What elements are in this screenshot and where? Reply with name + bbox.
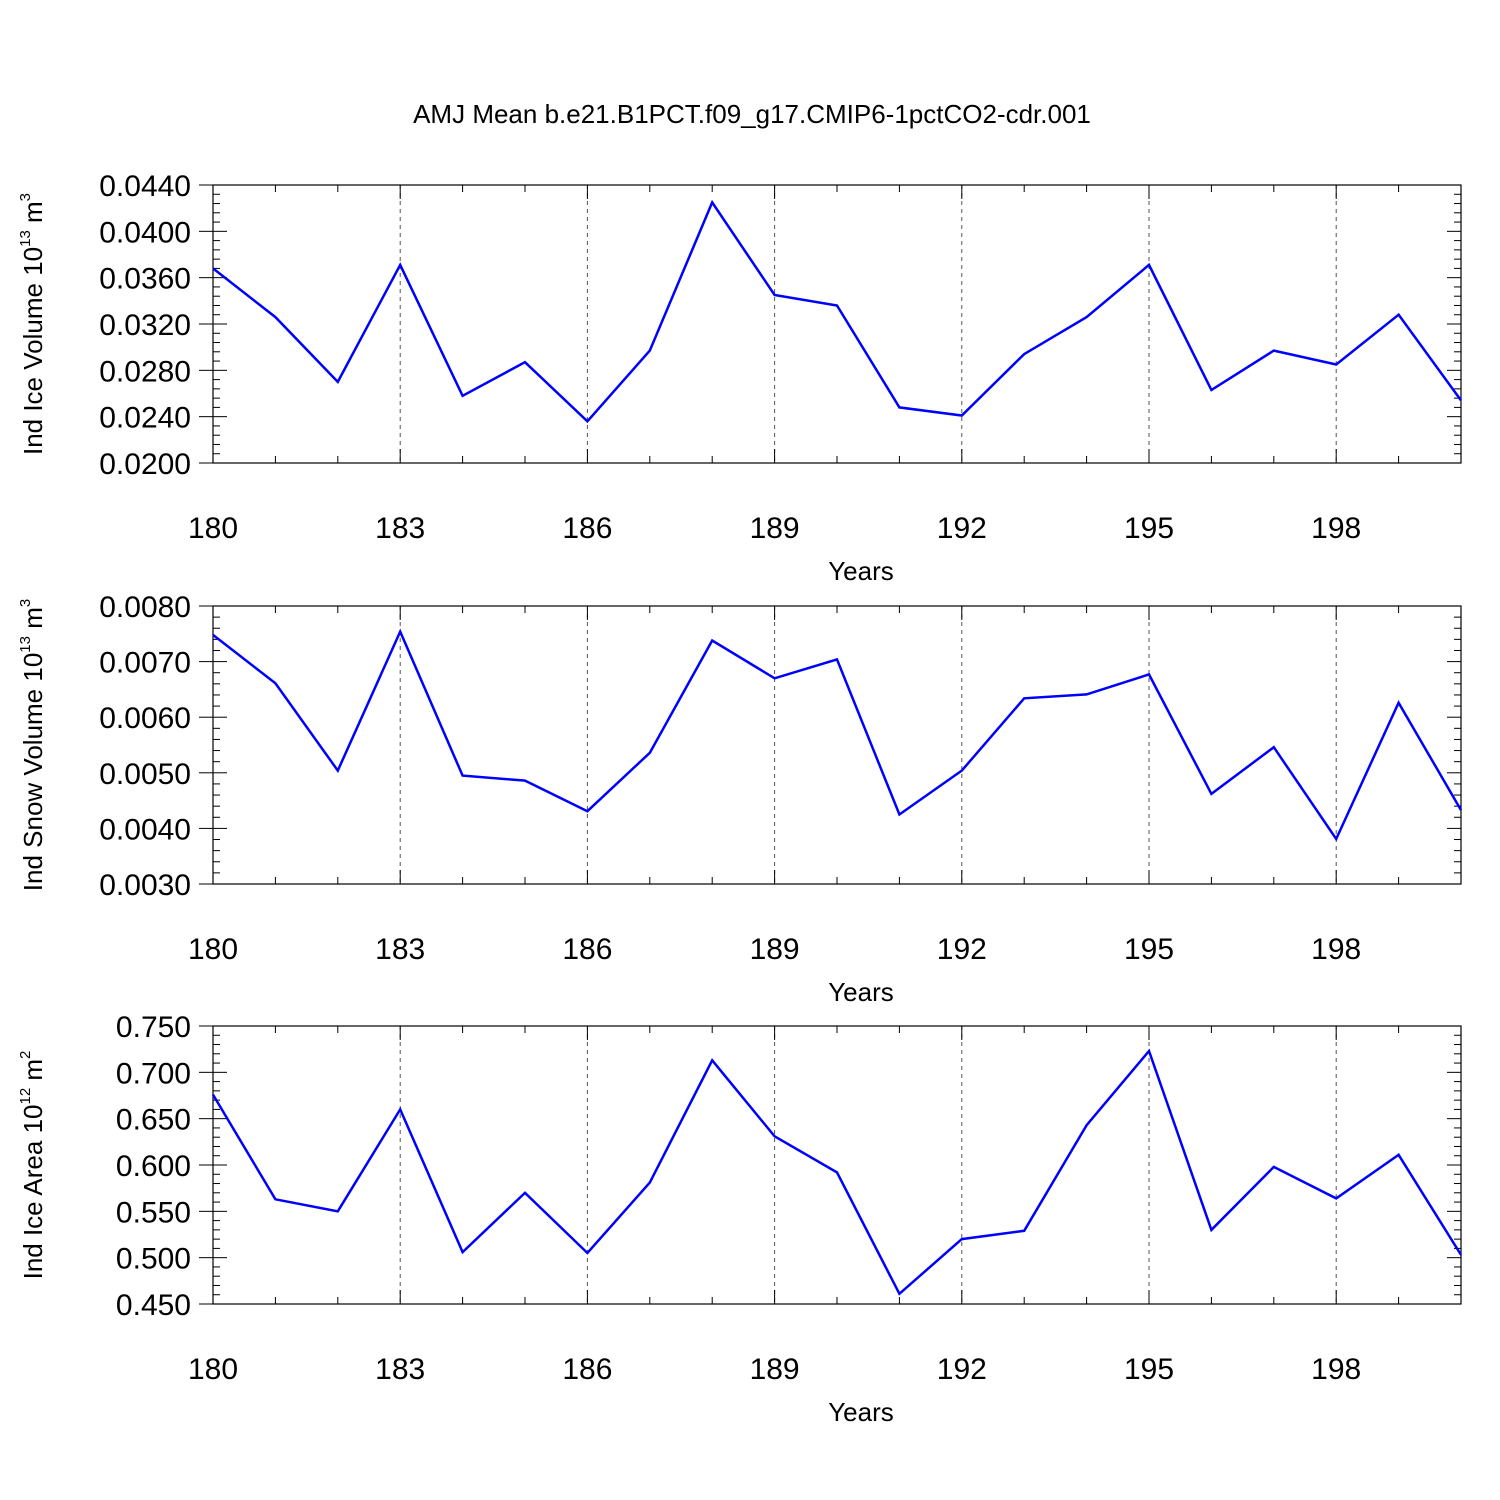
x-tick-label: 195 — [1124, 1353, 1174, 1386]
y-tick-label: 0.600 — [116, 1150, 191, 1183]
series-line — [212, 199, 1463, 424]
y-tick-label: 0.550 — [116, 1196, 191, 1229]
x-tick-label: 183 — [375, 512, 425, 545]
y-tick-label: 0.0030 — [99, 869, 191, 902]
panels: 180 183 186 189 192 195 198 0.0200 0.0240 0.0280 0… — [17, 170, 1463, 1427]
x-tick-label: 192 — [937, 1353, 987, 1386]
panel-1: 180 183 186 189 192 195 198 0.0200 0.0240 0.0280 0… — [17, 170, 1463, 586]
x-tick-label: 192 — [937, 512, 987, 545]
x-tick-label: 195 — [1124, 512, 1174, 545]
y-tick-label: 0.0060 — [99, 702, 191, 735]
y-tick-label: 0.0200 — [99, 448, 191, 481]
y-tick-label: 0.0040 — [99, 813, 191, 846]
x-tick-label: 198 — [1311, 512, 1361, 545]
y-tick-label: 0.450 — [116, 1289, 191, 1322]
x-tick-label: 183 — [375, 933, 425, 966]
y-tick-label: 0.0440 — [99, 170, 191, 203]
x-axis-label: Years — [828, 977, 894, 1007]
y-tick-label: 0.750 — [116, 1011, 191, 1044]
x-tick-label: 183 — [375, 1353, 425, 1386]
y-axis-label: Ind Snow Volume 1013 m3 — [17, 599, 48, 891]
x-tick-label: 186 — [562, 1353, 612, 1386]
y-tick-label: 0.500 — [116, 1243, 191, 1276]
y-tick-label: 0.0240 — [99, 402, 191, 435]
x-tick-label: 198 — [1311, 933, 1361, 966]
x-tick-label: 192 — [937, 933, 987, 966]
x-tick-label: 189 — [750, 1353, 800, 1386]
x-tick-label: 180 — [188, 512, 238, 545]
panel-2: 180 183 186 189 192 195 198 0.0030 0.0040 0.0050 0… — [17, 591, 1463, 1007]
x-tick-label: 189 — [750, 933, 800, 966]
y-axis-label: Ind Ice Volume 1013 m3 — [17, 193, 48, 455]
y-tick-label: 0.0400 — [99, 216, 191, 249]
x-tick-label: 189 — [750, 512, 800, 545]
series-line — [212, 628, 1463, 842]
series-line — [211, 1048, 1463, 1296]
y-tick-label: 0.650 — [116, 1104, 191, 1137]
y-tick-label: 0.0070 — [99, 647, 191, 680]
panel-3: 180 183 186 189 192 195 198 0.450 0.500 0.550 0.60… — [17, 1011, 1463, 1427]
x-axis-label: Years — [828, 556, 894, 586]
y-tick-label: 0.0280 — [99, 355, 191, 388]
y-tick-label: 0.0320 — [99, 309, 191, 342]
x-tick-label: 180 — [188, 1353, 238, 1386]
x-tick-label: 180 — [188, 933, 238, 966]
x-tick-label: 186 — [562, 933, 612, 966]
y-tick-label: 0.0360 — [99, 263, 191, 296]
x-tick-label: 198 — [1311, 1353, 1361, 1386]
x-tick-label: 186 — [562, 512, 612, 545]
y-axis-label: Ind Ice Area 1012 m2 — [17, 1051, 48, 1280]
y-tick-label: 0.0050 — [99, 758, 191, 791]
y-tick-label: 0.0080 — [99, 591, 191, 624]
x-tick-label: 195 — [1124, 933, 1174, 966]
y-tick-label: 0.700 — [116, 1057, 191, 1090]
figure-title: AMJ Mean b.e21.B1PCT.f09_g17.CMIP6-1pctC… — [413, 99, 1091, 129]
x-axis-label: Years — [828, 1397, 894, 1427]
